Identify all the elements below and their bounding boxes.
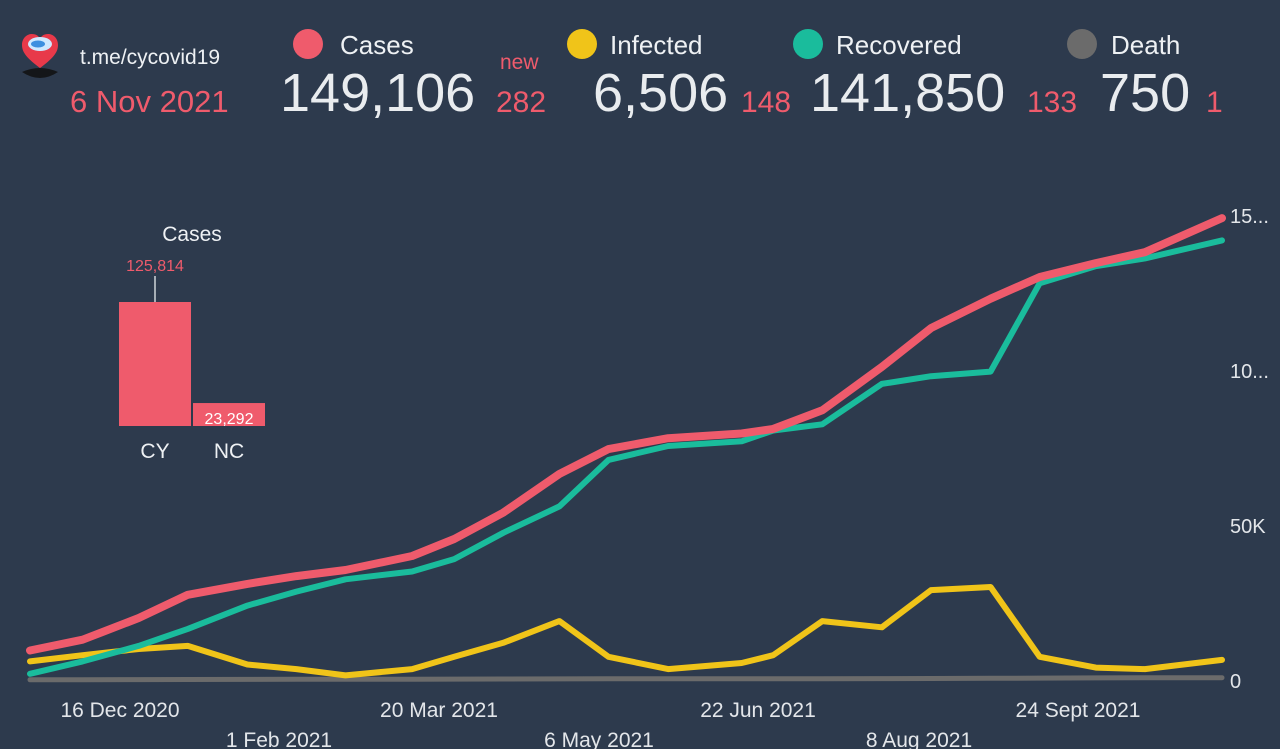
death-new: 1 bbox=[1206, 86, 1223, 119]
x-tick-label: 16 Dec 2020 bbox=[60, 699, 179, 722]
infected-legend-dot bbox=[567, 29, 597, 59]
bar-cy bbox=[119, 302, 191, 426]
series-line-recovered bbox=[27, 237, 1225, 677]
infected-new: 148 bbox=[741, 86, 792, 119]
x-tick-label: 22 Jun 2021 bbox=[700, 699, 816, 722]
death-legend-label: Death bbox=[1111, 30, 1181, 60]
cases-legend-label: Cases bbox=[340, 30, 414, 60]
infected-legend-label: Infected bbox=[610, 30, 703, 60]
bar-value-label: 125,814 bbox=[126, 258, 184, 275]
cases-legend-dot bbox=[293, 29, 323, 59]
x-tick-label: 24 Sept 2021 bbox=[1016, 699, 1141, 722]
bar-category-label: NC bbox=[214, 440, 244, 463]
bar-category-label: CY bbox=[140, 440, 169, 463]
series-line-cases bbox=[26, 214, 1226, 655]
telegram-link[interactable]: t.me/cycovid19 bbox=[80, 46, 221, 69]
y-tick-label: 15... bbox=[1230, 206, 1269, 228]
cyprus-heart-logo bbox=[18, 28, 62, 84]
x-tick-label: 8 Aug 2021 bbox=[866, 729, 972, 749]
report-date: 6 Nov 2021 bbox=[70, 84, 229, 119]
bar-chart-title: Cases bbox=[162, 223, 222, 246]
x-tick-label: 20 Mar 2021 bbox=[380, 699, 498, 722]
death-total: 750 bbox=[1100, 63, 1191, 123]
cases-total: 149,106 bbox=[280, 63, 476, 123]
recovered-new: 133 bbox=[1027, 86, 1078, 119]
y-tick-label: 10... bbox=[1230, 361, 1269, 383]
series-line-death bbox=[27, 675, 1225, 683]
death-legend-dot bbox=[1067, 29, 1097, 59]
series-line-infected bbox=[27, 584, 1225, 679]
y-tick-label: 0 bbox=[1230, 671, 1241, 693]
bar-value-label: 23,292 bbox=[205, 411, 254, 428]
new-label: new bbox=[500, 51, 539, 74]
recovered-legend-dot bbox=[793, 29, 823, 59]
y-tick-label: 50K bbox=[1230, 516, 1266, 538]
infected-total: 6,506 bbox=[593, 63, 729, 123]
recovered-total: 141,850 bbox=[810, 63, 1006, 123]
cases-new: 282 bbox=[496, 86, 547, 119]
x-tick-label: 1 Feb 2021 bbox=[226, 729, 332, 749]
recovered-legend-label: Recovered bbox=[836, 30, 962, 60]
x-tick-label: 6 May 2021 bbox=[544, 729, 654, 749]
bar-nc bbox=[193, 403, 265, 426]
